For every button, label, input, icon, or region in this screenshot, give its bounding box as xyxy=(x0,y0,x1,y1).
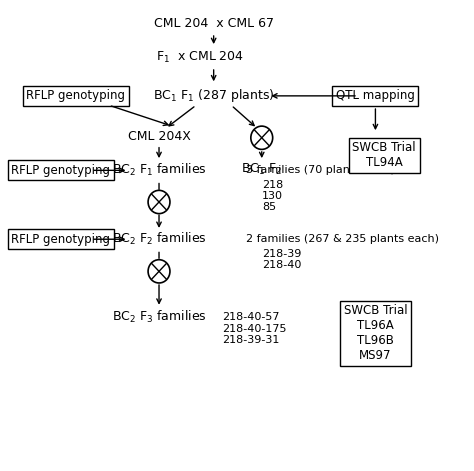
Text: SWCB Trial
TL96A
TL96B
MS97: SWCB Trial TL96A TL96B MS97 xyxy=(344,304,407,362)
Text: SWCB Trial
TL94A: SWCB Trial TL94A xyxy=(352,141,416,170)
Text: 218-39: 218-39 xyxy=(262,249,301,259)
Text: 218: 218 xyxy=(262,180,283,190)
Text: 2 families (267 & 235 plants each): 2 families (267 & 235 plants each) xyxy=(246,234,439,244)
Text: 130: 130 xyxy=(262,191,283,201)
Text: BC$_2$ F$_1$ families: BC$_2$ F$_1$ families xyxy=(111,162,206,179)
Text: BC$_2$ F$_2$ families: BC$_2$ F$_2$ families xyxy=(111,231,206,247)
Text: BC$_1$ F$_1$ (287 plants): BC$_1$ F$_1$ (287 plants) xyxy=(153,87,274,105)
Text: RFLP genotyping: RFLP genotyping xyxy=(11,233,110,246)
Text: CML 204  x CML 67: CML 204 x CML 67 xyxy=(154,17,273,30)
Text: 218-40: 218-40 xyxy=(262,260,301,270)
Text: BC$_2$ F$_3$ families: BC$_2$ F$_3$ families xyxy=(111,309,206,325)
Text: 218-39-31: 218-39-31 xyxy=(222,335,280,345)
Text: RFLP genotyping: RFLP genotyping xyxy=(11,164,110,177)
Text: 218-40-175: 218-40-175 xyxy=(222,324,287,333)
Text: RFLP genotyping: RFLP genotyping xyxy=(27,89,126,102)
Text: BC$_1$ F$_2$: BC$_1$ F$_2$ xyxy=(241,162,283,177)
Text: QTL mapping: QTL mapping xyxy=(336,89,415,102)
Text: 3 families (70 plants each): 3 families (70 plants each) xyxy=(246,165,395,175)
Text: F$_1$  x CML 204: F$_1$ x CML 204 xyxy=(156,50,245,65)
Text: 85: 85 xyxy=(262,202,276,211)
Text: 218-40-57: 218-40-57 xyxy=(222,312,280,322)
Text: CML 204X: CML 204X xyxy=(128,130,191,143)
